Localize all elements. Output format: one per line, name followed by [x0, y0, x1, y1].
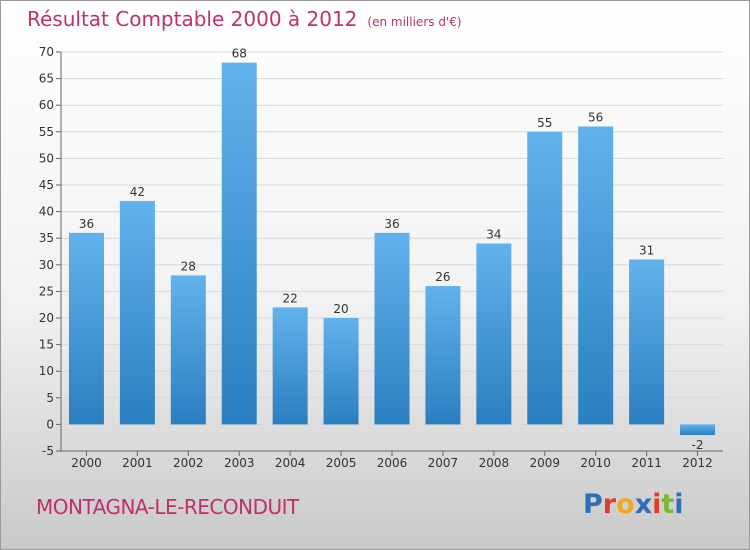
- bar-2012[interactable]: [680, 424, 716, 436]
- y-tick-label: 10: [39, 364, 54, 378]
- y-tick-label: -5: [42, 444, 54, 458]
- bar-2003[interactable]: [221, 62, 257, 425]
- value-label: 34: [486, 228, 501, 242]
- y-tick-label: 45: [39, 178, 54, 192]
- value-label: -2: [692, 438, 704, 452]
- y-tick-label: 40: [39, 205, 54, 219]
- value-label: 55: [537, 116, 552, 130]
- value-label: 36: [79, 217, 94, 231]
- value-label: 68: [232, 47, 247, 61]
- value-label: 56: [588, 110, 603, 124]
- value-label: 31: [639, 243, 654, 257]
- x-tick-label: 2002: [173, 456, 204, 470]
- logo-letter: i: [652, 489, 662, 520]
- logo-letter: P: [583, 489, 603, 520]
- y-tick-label: 35: [39, 231, 54, 245]
- x-tick-label: 2006: [377, 456, 408, 470]
- commune-name: MONTAGNA-LE-RECONDUIT: [36, 495, 299, 519]
- logo-letter: o: [616, 489, 635, 520]
- y-tick-label: 55: [39, 125, 54, 139]
- logo-letter: t: [661, 489, 675, 520]
- chart-title: Résultat Comptable 2000 à 2012: [27, 7, 358, 31]
- y-tick-label: 25: [39, 284, 54, 298]
- bar-2002[interactable]: [170, 275, 206, 425]
- value-label: 36: [384, 217, 399, 231]
- bar-2008[interactable]: [476, 243, 512, 425]
- axis-layer: -5 0 5 10 15 20 25 30 35 40 45 50 55 60 65 70 2000 2001 20…: [39, 45, 723, 470]
- bar-2011[interactable]: [629, 259, 665, 425]
- x-tick-label: 2004: [275, 456, 306, 470]
- x-tick-label: 2007: [428, 456, 459, 470]
- bar-layer: 36 42 28 68 22 20 36 26 34 55 56 31 -2: [68, 47, 716, 452]
- chart-subtitle: (en milliers d'€): [367, 15, 462, 29]
- x-tick-label: 2009: [529, 456, 560, 470]
- logo-letter: i: [674, 489, 684, 520]
- y-tick-label: 70: [39, 45, 54, 59]
- x-tick-label: 2010: [580, 456, 611, 470]
- x-tick-label: 2001: [122, 456, 153, 470]
- y-tick-label: 20: [39, 311, 54, 325]
- bar-2009[interactable]: [527, 131, 563, 425]
- value-label: 42: [130, 185, 145, 199]
- x-tick-label: 2000: [71, 456, 102, 470]
- y-tick-label: 50: [39, 151, 54, 165]
- bar-2010[interactable]: [578, 126, 614, 425]
- x-tick-label: 2008: [479, 456, 510, 470]
- bar-2004[interactable]: [272, 307, 308, 425]
- value-label: 22: [283, 291, 298, 305]
- bar-2005[interactable]: [323, 318, 359, 425]
- y-tick-label: 15: [39, 338, 54, 352]
- y-tick-label: 60: [39, 98, 54, 112]
- bar-2000[interactable]: [68, 232, 104, 425]
- value-label: 20: [333, 302, 348, 316]
- y-tick-label: 65: [39, 72, 54, 86]
- value-label: 26: [435, 270, 450, 284]
- x-tick-label: 2012: [682, 456, 713, 470]
- y-tick-label: 30: [39, 258, 54, 272]
- x-tick-label: 2011: [631, 456, 662, 470]
- value-label: 28: [181, 259, 196, 273]
- x-tick-label: 2003: [224, 456, 255, 470]
- bar-2006[interactable]: [374, 232, 410, 425]
- x-tick-label: 2005: [326, 456, 357, 470]
- logo-letter: r: [602, 489, 617, 520]
- bar-2001[interactable]: [119, 200, 155, 425]
- y-tick-label: 5: [46, 391, 54, 405]
- logo-letter: x: [634, 489, 653, 520]
- title-block: Résultat Comptable 2000 à 2012 (en millie…: [27, 7, 462, 31]
- proxiti-logo[interactable]: Proxiti: [583, 489, 684, 520]
- y-tick-label: 0: [46, 417, 54, 431]
- bar-2007[interactable]: [425, 286, 461, 425]
